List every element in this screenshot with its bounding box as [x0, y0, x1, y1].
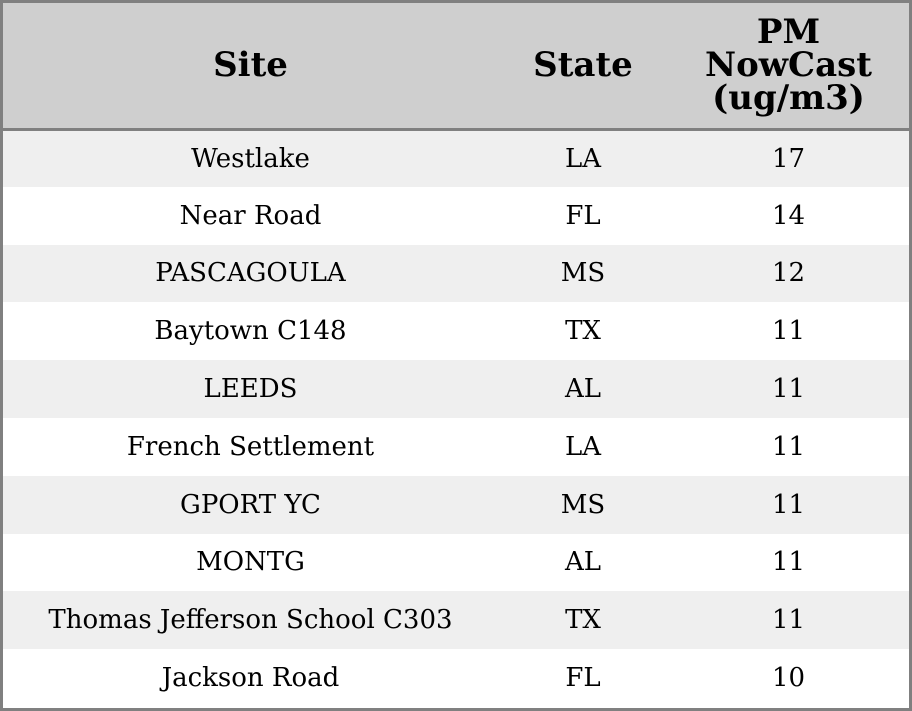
cell-state: FL: [565, 200, 601, 231]
cell-pm: 10: [771, 663, 806, 694]
cell-pm: 11: [771, 316, 806, 347]
cell-pm: 11: [771, 489, 806, 520]
cell-pm: 14: [771, 200, 806, 231]
table-row: LEEDS AL 11: [3, 360, 909, 418]
table-row: Jackson Road FL 10: [3, 649, 909, 707]
cell-site: Baytown C148: [154, 316, 347, 347]
cell-pm: 17: [771, 143, 806, 174]
cell-site: PASCAGOULA: [155, 258, 346, 289]
header-pm-line-1: PM: [756, 11, 821, 52]
table-body: Westlake LA 17 Near Road FL 14 PASCAGOUL…: [3, 129, 909, 707]
cell-site: Jackson Road: [161, 663, 340, 694]
table-header: Site State PM NowCast (ug/m3): [3, 3, 909, 129]
cell-state: AL: [564, 374, 602, 405]
cell-pm: 11: [771, 431, 806, 462]
header-row: Site State PM NowCast (ug/m3): [3, 3, 909, 129]
cell-site: Westlake: [191, 143, 310, 174]
header-pm-nowcast: PM NowCast (ug/m3): [668, 3, 909, 129]
pm-nowcast-table: Site State PM NowCast (ug/m3) Westlake L…: [3, 3, 909, 707]
cell-site: GPORT YC: [180, 489, 321, 520]
table-row: MONTG AL 11: [3, 533, 909, 592]
cell-site: LEEDS: [203, 374, 298, 405]
cell-state: TX: [565, 316, 601, 347]
table-row: PASCAGOULA MS 12: [3, 244, 909, 303]
cell-pm: 11: [771, 374, 806, 405]
header-site: Site: [213, 45, 288, 86]
cell-state: LA: [564, 143, 602, 174]
table-row: Westlake LA 17: [3, 129, 909, 187]
table-row: Baytown C148 TX 11: [3, 302, 909, 361]
header-pm-line-2: NowCast: [705, 44, 872, 85]
cell-state: AL: [564, 547, 602, 578]
cell-site: Thomas Jefferson School C303: [48, 605, 453, 636]
cell-site: French Settlement: [126, 431, 375, 462]
cell-site: Near Road: [179, 200, 322, 231]
cell-pm: 11: [771, 547, 806, 578]
table-row: Thomas Jefferson School C303 TX 11: [3, 591, 909, 650]
table-row: GPORT YC MS 11: [3, 475, 909, 534]
cell-pm: 12: [771, 258, 806, 289]
table-row: Near Road FL 14: [3, 186, 909, 245]
cell-state: MS: [560, 489, 606, 520]
header-state: State: [533, 45, 633, 86]
cell-state: FL: [565, 663, 601, 694]
cell-state: LA: [564, 431, 602, 462]
header-pm-line-3: (ug/m3): [712, 77, 865, 118]
table-row: French Settlement LA 11: [3, 417, 909, 476]
cell-site: MONTG: [196, 547, 305, 578]
cell-state: MS: [560, 258, 606, 289]
cell-state: TX: [565, 605, 601, 636]
cell-pm: 11: [771, 605, 806, 636]
